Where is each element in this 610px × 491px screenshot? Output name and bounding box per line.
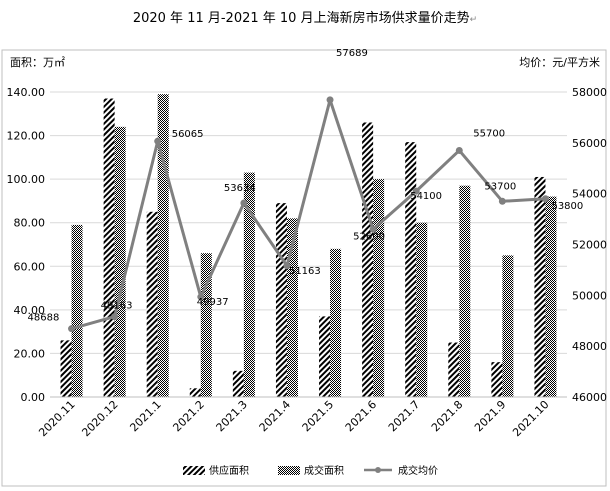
legend-swatch-deal	[278, 466, 300, 475]
supply-bar	[146, 211, 158, 397]
supply-bar	[103, 98, 115, 398]
legend: 供应面积 成交面积 成交均价	[183, 464, 438, 477]
data-labels: 48688 49163 56065 49937 53634 51163 57689 52600…	[28, 48, 584, 324]
y-left-axis-label: 面积：万㎡	[10, 56, 65, 69]
legend-swatch-supply	[183, 466, 205, 475]
price-data-label: 56065	[172, 129, 204, 140]
y-left-tick-label: 80.00	[14, 217, 46, 230]
price-point	[369, 225, 377, 233]
price-data-label: 48688	[28, 313, 60, 324]
supply-bar	[319, 316, 331, 397]
supply-bar	[60, 340, 72, 397]
chart-title: 2020 年 11 月-2021 年 10 月上海新房市场供求量价走势↵	[133, 10, 477, 26]
deal-bar	[286, 218, 298, 397]
price-point	[111, 313, 119, 321]
y-right-tick-label: 48000	[572, 340, 607, 353]
y-left-tick-label: 120.00	[7, 130, 46, 143]
deal-bar	[71, 224, 83, 397]
supply-bar	[405, 142, 417, 397]
price-point	[412, 187, 420, 195]
y-left-tick-label: 20.00	[14, 347, 46, 360]
y-right-axis-label: 均价：元/平方米	[519, 55, 600, 69]
y-right-tick-label: 58000	[572, 86, 607, 99]
y-right-tick-label: 54000	[572, 188, 607, 201]
x-tick-label: 2020.12	[79, 398, 120, 439]
price-point	[326, 96, 334, 104]
x-tick-label: 2021.6	[343, 398, 379, 434]
x-tick-label: 2021.8	[429, 398, 465, 434]
price-data-label: 53800	[551, 201, 583, 212]
x-tick-label: 2021.7	[386, 398, 422, 434]
x-tick-label: 2021.2	[170, 398, 206, 434]
deal-bar	[157, 94, 169, 397]
y-left-tick-label: 100.00	[7, 173, 46, 186]
price-point	[283, 262, 291, 270]
y-right-tick-label: 46000	[572, 391, 607, 404]
supply-bar	[232, 370, 244, 397]
price-data-label: 51163	[289, 266, 321, 277]
title-mark: ↵	[470, 15, 478, 25]
deal-bar	[459, 185, 471, 397]
bar-marks	[60, 94, 557, 398]
x-tick-label: 2021.5	[300, 398, 336, 434]
price-point	[498, 197, 506, 205]
supply-bar	[275, 203, 287, 397]
y-left-tick-label: 40.00	[14, 304, 46, 317]
x-tick-label: 2020.11	[36, 398, 77, 439]
deal-bar	[114, 126, 126, 397]
deal-bar	[416, 222, 428, 397]
x-tick-label: 2021.4	[257, 398, 293, 434]
price-data-label: 49163	[101, 301, 133, 312]
x-tick-label: 2021.1	[127, 398, 163, 434]
legend-label-supply: 供应面积	[209, 464, 249, 477]
price-data-label: 49937	[197, 297, 229, 308]
price-data-label: 55700	[473, 128, 505, 139]
supply-bar	[362, 122, 374, 397]
price-data-label: 54100	[410, 191, 442, 202]
y-right-tick-label: 52000	[572, 239, 607, 252]
y-right-tick-label: 50000	[572, 289, 607, 302]
x-tick-label: 2021.9	[472, 398, 508, 434]
price-point	[541, 195, 549, 203]
price-data-label: 53700	[484, 181, 516, 192]
supply-bar	[534, 176, 546, 397]
supply-bar	[189, 388, 201, 397]
price-point	[455, 146, 463, 154]
deal-bar	[200, 253, 212, 397]
price-point	[68, 325, 76, 333]
legend-marker-price	[375, 467, 381, 473]
x-tick-label: 2021.10	[510, 398, 551, 439]
y-right-tick-label: 56000	[572, 137, 607, 150]
deal-bar	[330, 248, 342, 397]
deal-bar	[373, 179, 385, 397]
supply-bar	[448, 342, 460, 397]
price-data-label: 52600	[353, 231, 385, 242]
deal-bar	[502, 255, 514, 397]
axes: 0.00 20.00 40.00 60.00 80.00 100.00 120.00 140.…	[7, 86, 608, 439]
price-point	[197, 293, 205, 301]
y-left-tick-label: 0.00	[21, 391, 46, 404]
price-data-label: 53634	[224, 183, 256, 194]
legend-label-price: 成交均价	[398, 464, 438, 477]
y-left-tick-label: 140.00	[7, 86, 46, 99]
deal-bar	[243, 172, 255, 397]
price-point	[240, 199, 248, 207]
deal-bar	[545, 196, 557, 397]
price-line	[71, 98, 546, 331]
line-series	[68, 96, 549, 333]
price-data-label: 57689	[336, 48, 368, 59]
supply-bar	[491, 362, 503, 397]
legend-label-deal: 成交面积	[304, 464, 344, 477]
x-tick-label: 2021.3	[214, 398, 250, 434]
chart-frame	[1, 49, 607, 487]
y-left-tick-label: 60.00	[14, 260, 46, 273]
price-point	[154, 137, 162, 145]
